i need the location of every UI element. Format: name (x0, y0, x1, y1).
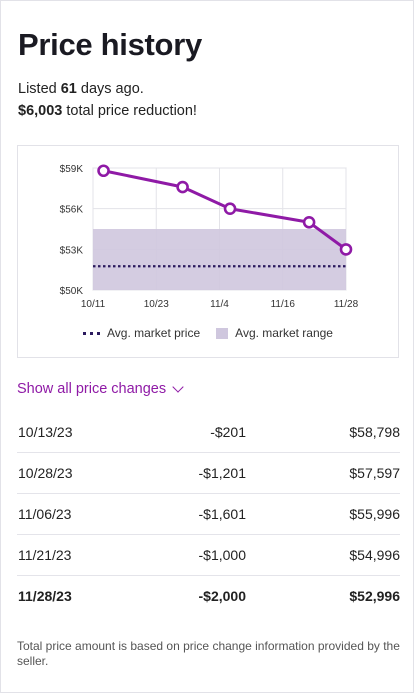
x-tick-label: 11/4 (210, 299, 229, 310)
page-title: Price history (18, 27, 202, 62)
chart-svg: $50K $53K $56K $59K 10/11 10/23 11/4 11/16 11/28 (60, 164, 359, 310)
reduction-suffix: total price reduction! (62, 103, 197, 119)
row-change: -$201 (210, 424, 246, 440)
row-date: 11/21/23 (18, 547, 72, 563)
chart-legend: Avg. market price Avg. market range (18, 326, 398, 340)
row-date: 11/06/23 (18, 506, 72, 522)
row-change: -$1,000 (198, 547, 246, 563)
table-row: 11/21/23 -$1,000 $54,996 (17, 535, 400, 576)
dotted-line-icon (83, 331, 100, 335)
listed-days: 61 (60, 81, 77, 97)
price-point (302, 215, 316, 229)
row-price: $57,597 (349, 465, 400, 481)
avg-market-range-band (93, 229, 346, 290)
listed-text: Listed 61 days ago. (18, 81, 144, 97)
y-tick-label: $59K (60, 164, 84, 175)
show-all-price-changes-button[interactable]: Show all price changes (17, 380, 184, 397)
table-row: 10/13/23 -$201 $58,798 (17, 412, 400, 453)
chevron-down-icon (172, 380, 184, 393)
row-change: -$2,000 (198, 588, 246, 604)
table-row: 11/28/23 -$2,000 $52,996 (17, 576, 400, 616)
price-changes-table: 10/13/23 -$201 $58,798 10/28/23 -$1,201 $57,5… (17, 412, 400, 616)
show-all-label: Show all price changes (17, 381, 167, 397)
row-price: $58,798 (349, 424, 400, 440)
table-row: 10/28/23 -$1,201 $57,597 (17, 453, 400, 494)
y-tick-label: $50K (60, 286, 84, 297)
price-point (97, 164, 110, 178)
row-price: $52,996 (349, 588, 400, 604)
listed-prefix: Listed (18, 81, 61, 97)
reduction-text: $6,003 total price reduction! (18, 103, 197, 119)
row-change: -$1,201 (198, 465, 246, 481)
price-point (176, 180, 189, 194)
price-point (223, 202, 237, 216)
reduction-amount: $6,003 (18, 103, 63, 119)
row-price: $54,996 (349, 547, 400, 563)
price-chart: $50K $53K $56K $59K 10/11 10/23 11/4 11/16 11/28… (17, 145, 399, 358)
x-tick-label: 11/16 (271, 299, 296, 310)
price-point (339, 243, 353, 256)
legend-avg-range: Avg. market range (216, 326, 333, 340)
row-change: -$1,601 (198, 506, 246, 522)
y-tick-label: $56K (60, 205, 84, 216)
legend-avg-range-label: Avg. market range (235, 326, 333, 340)
row-date: 10/28/23 (18, 465, 73, 481)
row-date: 11/28/23 (18, 588, 72, 604)
legend-avg-price-label: Avg. market price (107, 326, 201, 340)
x-tick-label: 11/28 (334, 299, 359, 310)
listed-suffix: days ago. (76, 81, 144, 97)
y-tick-label: $53K (60, 245, 84, 256)
range-swatch-icon (216, 327, 229, 339)
x-tick-label: 10/23 (144, 299, 169, 310)
row-price: $55,996 (349, 506, 400, 522)
row-date: 10/13/23 (18, 424, 73, 440)
legend-avg-price: Avg. market price (83, 326, 200, 340)
table-row: 11/06/23 -$1,601 $55,996 (17, 494, 400, 535)
footnote: Total price amount is based on price cha… (17, 639, 400, 668)
x-tick-label: 10/11 (81, 299, 106, 310)
